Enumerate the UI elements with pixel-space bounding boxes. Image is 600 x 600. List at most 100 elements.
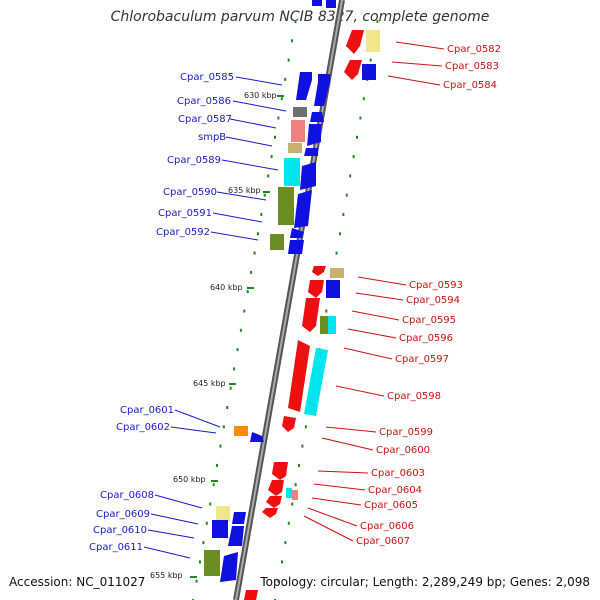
scale-tick [222, 425, 225, 429]
label-cpar-0595[interactable]: Cpar_0595 [402, 315, 456, 326]
gene-cpar-0608 [216, 506, 230, 522]
gene-cpar-0589 [284, 158, 300, 186]
label-cpar-0609[interactable]: Cpar_0609 [96, 509, 150, 520]
scale-tick [301, 444, 304, 448]
gene-cpar-0586 [293, 107, 307, 117]
label-cpar-0587[interactable]: Cpar_0587 [178, 114, 232, 125]
gene-cpar-0602 [250, 432, 264, 442]
scale-tick [260, 213, 263, 216]
label-cpar-0596[interactable]: Cpar_0596 [399, 333, 453, 344]
gene-cpar-0599 [282, 416, 296, 432]
plus-strand-features [204, 0, 336, 582]
label-cpar-0604[interactable]: Cpar_0604 [368, 485, 422, 496]
label-cpar-0586[interactable]: Cpar_0586 [177, 96, 231, 107]
gene-cpar-0604 [268, 480, 284, 496]
gene-cpar-0610 [228, 526, 244, 546]
label-cpar-0610[interactable]: Cpar_0610 [93, 525, 147, 536]
scale-tick [304, 425, 307, 429]
gene-cpar-0601 [234, 426, 248, 436]
scale-tick [298, 463, 301, 467]
label-cpar-0594[interactable]: Cpar_0594 [406, 295, 460, 306]
label-cpar-0602[interactable]: Cpar_0602 [116, 422, 170, 433]
scale-tick [229, 386, 232, 390]
scale-tick [280, 560, 283, 564]
scale-tick [195, 579, 198, 583]
gene-cpar-0611 [204, 550, 220, 576]
label-cpar-0598[interactable]: Cpar_0598 [387, 391, 441, 402]
label-cpar-0585[interactable]: Cpar_0585 [180, 72, 234, 83]
label-smpb[interactable]: smpB [198, 132, 226, 143]
scale-tick [342, 213, 345, 216]
label-cpar-0606[interactable]: Cpar_0606 [360, 521, 414, 532]
scale-tick [294, 483, 297, 487]
gene-cpar-0607 [262, 508, 278, 518]
scale-tick [202, 541, 205, 545]
scale-tick [216, 463, 219, 467]
scale-tick [369, 58, 372, 62]
scale-tick [284, 77, 287, 81]
scale-tick [256, 232, 259, 236]
scale-tick [291, 39, 294, 43]
scale-tick [205, 521, 208, 525]
gene-cpar-0585 [296, 72, 312, 100]
map-title: Chlorobaculum parvum NCIB 8327, complete… [110, 9, 490, 25]
scale-tick [349, 174, 352, 178]
scale-tick [263, 193, 266, 197]
scale-tick [280, 97, 283, 101]
scale-tick [291, 502, 294, 506]
label-cpar-0589[interactable]: Cpar_0589 [167, 155, 221, 166]
label-cpar-0597[interactable]: Cpar_0597 [395, 354, 449, 365]
label-cpar-0605[interactable]: Cpar_0605 [364, 500, 418, 511]
label-cpar-0582[interactable]: Cpar_0582 [447, 44, 501, 55]
scale-tick [284, 541, 287, 545]
label-cpar-0592[interactable]: Cpar_0592 [156, 227, 210, 238]
scale-tick [277, 579, 280, 583]
gene-cpar-0582 [346, 30, 364, 54]
scale-tick [356, 135, 359, 139]
label-cpar-0607[interactable]: Cpar_0607 [356, 536, 410, 547]
scale-tick [236, 348, 239, 352]
gene-cpar-0598 [304, 348, 328, 416]
kbp-label-635: 635 kbp [228, 186, 261, 195]
label-cpar-0590[interactable]: Cpar_0590 [163, 187, 217, 198]
kbp-label-650: 650 kbp [173, 475, 206, 484]
scale-tick [246, 290, 249, 294]
accession-text: Accession: NC_011027 [9, 575, 146, 589]
label-cpar-0603[interactable]: Cpar_0603 [371, 468, 425, 479]
label-cpar-0608[interactable]: Cpar_0608 [100, 490, 154, 501]
scale-tick [345, 193, 348, 197]
scale-tick [253, 251, 256, 255]
scale-tick [209, 502, 212, 506]
label-cpar-0591[interactable]: Cpar_0591 [158, 208, 212, 219]
minus-strand-features [244, 30, 380, 600]
gene-cpar-0606 [266, 496, 282, 508]
scale-tick [239, 328, 242, 332]
gene-cpar-0585b [314, 74, 330, 106]
label-cpar-0593[interactable]: Cpar_0593 [409, 280, 463, 291]
gene-cpar-0583 [344, 60, 362, 80]
kbp-label-630: 630 kbp [244, 91, 277, 100]
gene-cpar-0594 [308, 280, 324, 298]
scale-tick [376, 20, 379, 23]
gene-smpb [288, 143, 302, 153]
label-cpar-0600[interactable]: Cpar_0600 [376, 445, 430, 456]
scale-tick [294, 20, 297, 23]
scale-tick [325, 309, 328, 313]
scale-tick [352, 155, 355, 159]
label-cpar-0583[interactable]: Cpar_0583 [445, 61, 499, 72]
label-cpar-0584[interactable]: Cpar_0584 [443, 80, 497, 91]
label-cpar-0599[interactable]: Cpar_0599 [379, 427, 433, 438]
scale-tick [338, 232, 341, 236]
gene-cpar-0584 [362, 64, 376, 80]
scale-tick [267, 174, 270, 178]
label-cpar-0611[interactable]: Cpar_0611 [89, 542, 143, 553]
gene-feature [312, 0, 322, 6]
label-cpar-0601[interactable]: Cpar_0601 [120, 405, 174, 416]
scale-tick [362, 97, 365, 101]
gene-feature [326, 0, 336, 8]
scale-tick [250, 270, 253, 274]
gene-cpar-0591 [294, 190, 312, 228]
scale-tick [359, 116, 362, 120]
scale-tick [270, 155, 273, 159]
